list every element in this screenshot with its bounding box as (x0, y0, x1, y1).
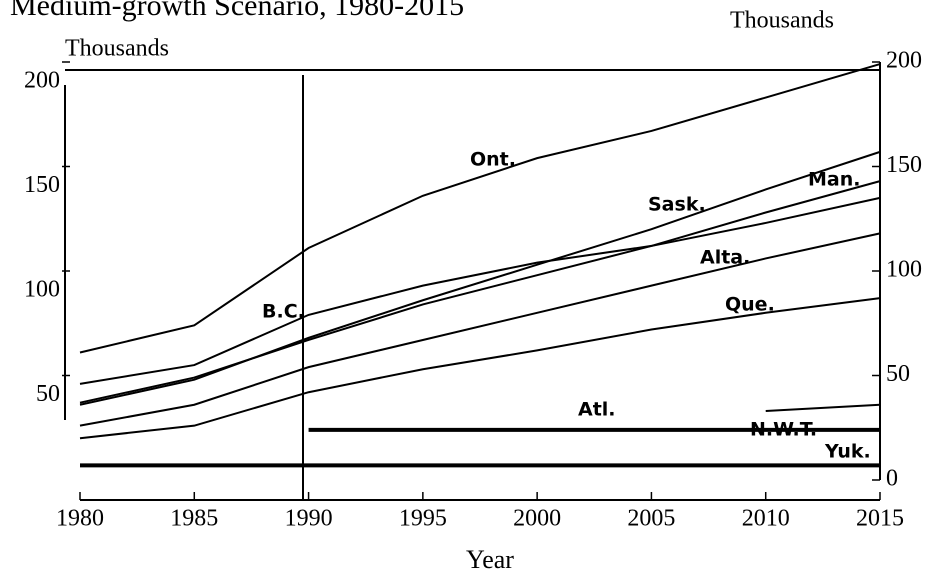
y-tick-label: 200 (24, 68, 60, 94)
y-tick-label: 150 (24, 172, 60, 198)
series-line (79, 180, 881, 404)
y2-tick-label: 100 (886, 257, 922, 283)
chart-title: Medium-growth Scenario, 1980-2015 (10, 0, 464, 22)
series-label: Que. (725, 294, 775, 316)
x-tick-label: 2000 (513, 506, 561, 532)
x-tick-label: 2015 (856, 506, 904, 532)
series-line (79, 150, 881, 406)
y-tick-label: 50 (36, 381, 60, 407)
series-label: Yuk. (824, 441, 871, 463)
series-label: Sask. (648, 194, 706, 216)
x-tick-label: 1985 (170, 506, 218, 532)
series-label: Man. (808, 169, 860, 191)
series-line (765, 403, 881, 413)
y2-tick-label: 0 (886, 466, 898, 492)
series-label: B.C. (262, 301, 305, 323)
series-line (79, 196, 881, 385)
y2-tick-label: 50 (886, 361, 910, 387)
y-tick-label: 100 (24, 277, 60, 303)
series-label: Ont. (470, 149, 516, 171)
y2-tick-label: 200 (886, 48, 922, 74)
x-tick-label: 1995 (399, 506, 447, 532)
y2-tick-label: 150 (886, 152, 922, 178)
series-label: Alta. (700, 247, 750, 269)
series-label: N.W.T. (750, 419, 817, 441)
x-tick-label: 2010 (742, 506, 790, 532)
series-label: Atl. (578, 399, 616, 421)
series-line (79, 297, 881, 440)
y-axis-label: Thousands (65, 36, 169, 62)
x-axis-label: Year (466, 545, 514, 574)
x-tick-label: 1990 (285, 506, 333, 532)
x-tick-label: 1980 (56, 506, 104, 532)
x-tick-label: 2005 (627, 506, 675, 532)
y2-axis-label: Thousands (730, 8, 834, 34)
series-line (79, 232, 881, 427)
series-line (79, 63, 881, 354)
